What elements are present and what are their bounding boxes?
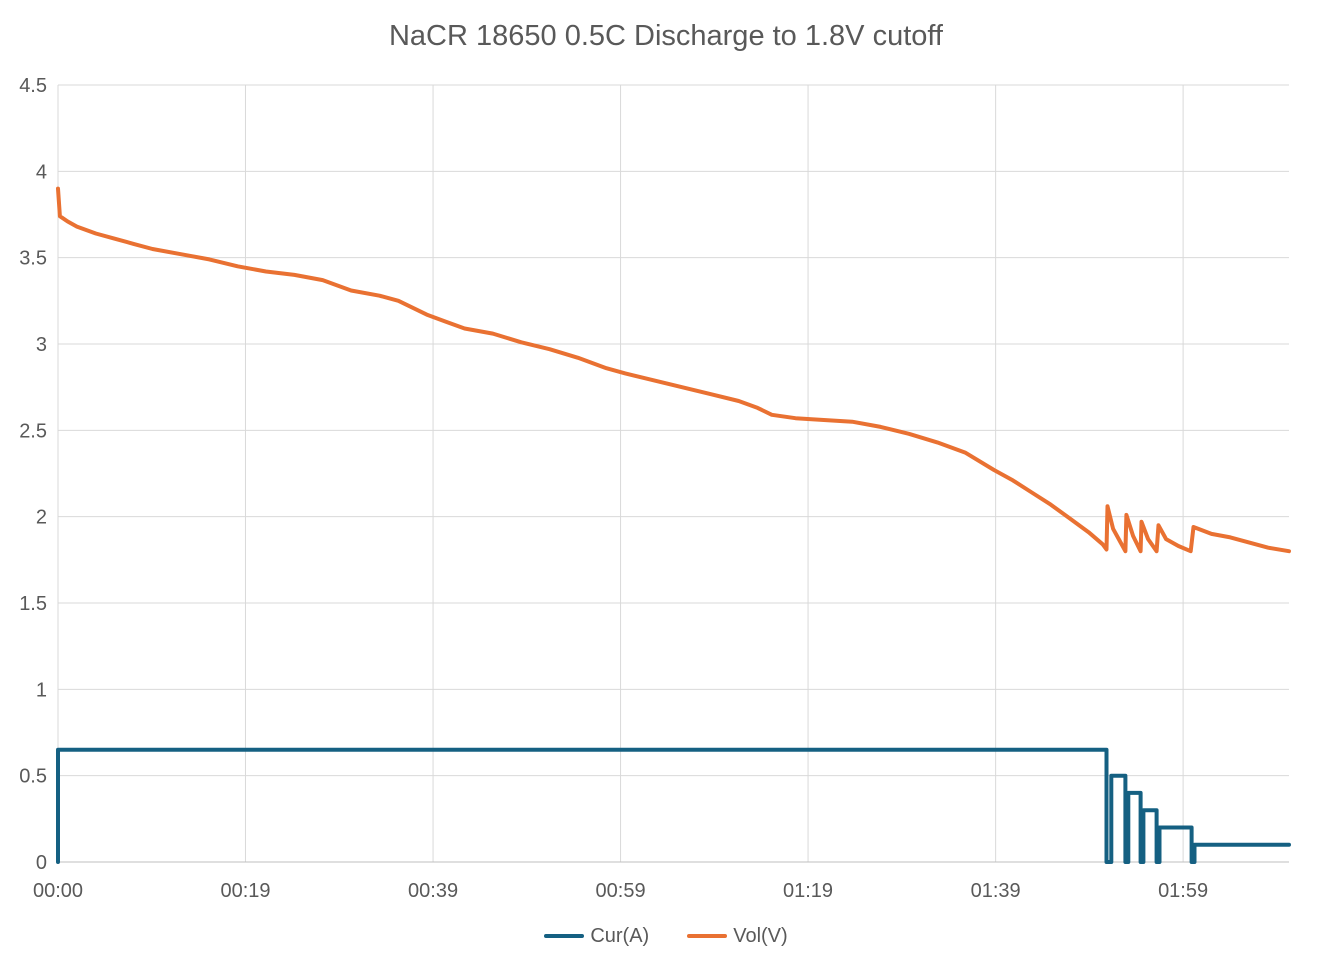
- legend: Cur(A) Vol(V): [0, 920, 1332, 952]
- legend-item-cur: Cur(A): [544, 925, 649, 948]
- legend-swatch-cur: [544, 934, 585, 938]
- legend-label-vol: Vol(V): [733, 924, 788, 947]
- y-tick-label: 4.5: [19, 75, 47, 97]
- series-line-vol: [56, 186, 1291, 554]
- x-tick-label: 00:00: [33, 880, 83, 902]
- y-tick-label: 0: [36, 852, 47, 874]
- series-line-cur: [56, 747, 1291, 864]
- y-tick-label: 2.5: [19, 420, 47, 442]
- x-tick-label: 01:39: [971, 880, 1021, 902]
- x-tick-label: 00:59: [596, 880, 646, 902]
- y-tick-label: 3.5: [19, 248, 47, 270]
- legend-item-vol: Vol(V): [687, 924, 788, 948]
- legend-swatch-vol: [687, 934, 728, 938]
- y-tick-label: 4: [36, 161, 47, 183]
- chart-title: NaCR 18650 0.5C Discharge to 1.8V cutoff: [388, 20, 943, 52]
- x-tick-label: 01:19: [783, 880, 833, 902]
- y-tick-label: 2: [36, 507, 47, 529]
- y-tick-label: 1: [36, 679, 47, 701]
- y-tick-label: 1.5: [19, 593, 47, 615]
- x-tick-label: 01:59: [1158, 880, 1208, 902]
- x-tick-label: 00:39: [408, 880, 458, 902]
- legend-label-cur: Cur(A): [590, 924, 650, 947]
- y-tick-label: 0.5: [19, 766, 47, 788]
- y-tick-label: 3: [36, 334, 47, 356]
- x-tick-label: 00:19: [220, 880, 270, 902]
